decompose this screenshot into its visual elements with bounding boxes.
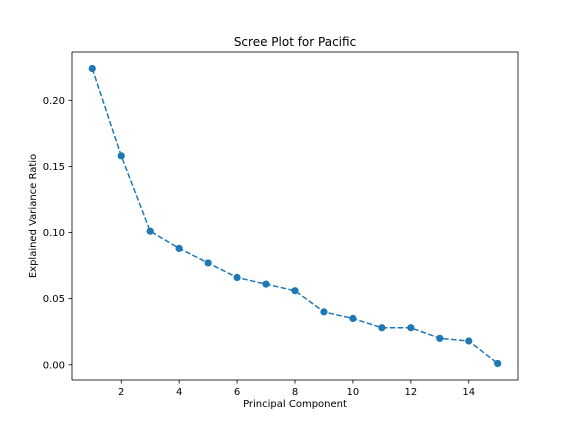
x-tick-label: 14 [462,387,475,398]
x-tick-label: 10 [347,387,360,398]
data-point [262,280,270,288]
plot-layer [88,64,502,368]
x-tick-label: 2 [118,387,124,398]
x-tick-label: 8 [292,387,298,398]
y-tick-label: 0.15 [43,162,65,173]
data-point [494,359,502,368]
y-tick-label: 0.00 [43,360,65,371]
y-axis-label: Explained Variance Ratio [28,154,39,278]
x-tick-label: 4 [176,387,182,398]
x-axis-label: Principal Component [243,399,347,410]
data-point [291,287,299,295]
data-point [204,259,212,267]
y-tick-label: 0.20 [43,96,65,107]
data-point [320,308,328,316]
series-line [91,68,499,365]
data-point [436,334,444,342]
data-point [349,314,357,323]
data-point [117,152,125,160]
data-point [407,324,415,332]
x-tick-label: 6 [234,387,240,398]
chart-title: Scree Plot for Pacific [234,35,356,49]
y-tick-label: 0.10 [43,228,65,239]
data-point [175,244,183,253]
data-point [233,273,241,282]
data-point [88,64,96,73]
data-point [465,337,473,345]
data-point [378,324,386,332]
data-point [146,227,154,235]
tick-layer: 2 4 6 8 10 12 14 0.00 0.05 0.10 0.15 0.20 [43,96,475,398]
x-tick-label: 12 [404,387,417,398]
y-tick-label: 0.05 [43,294,65,305]
